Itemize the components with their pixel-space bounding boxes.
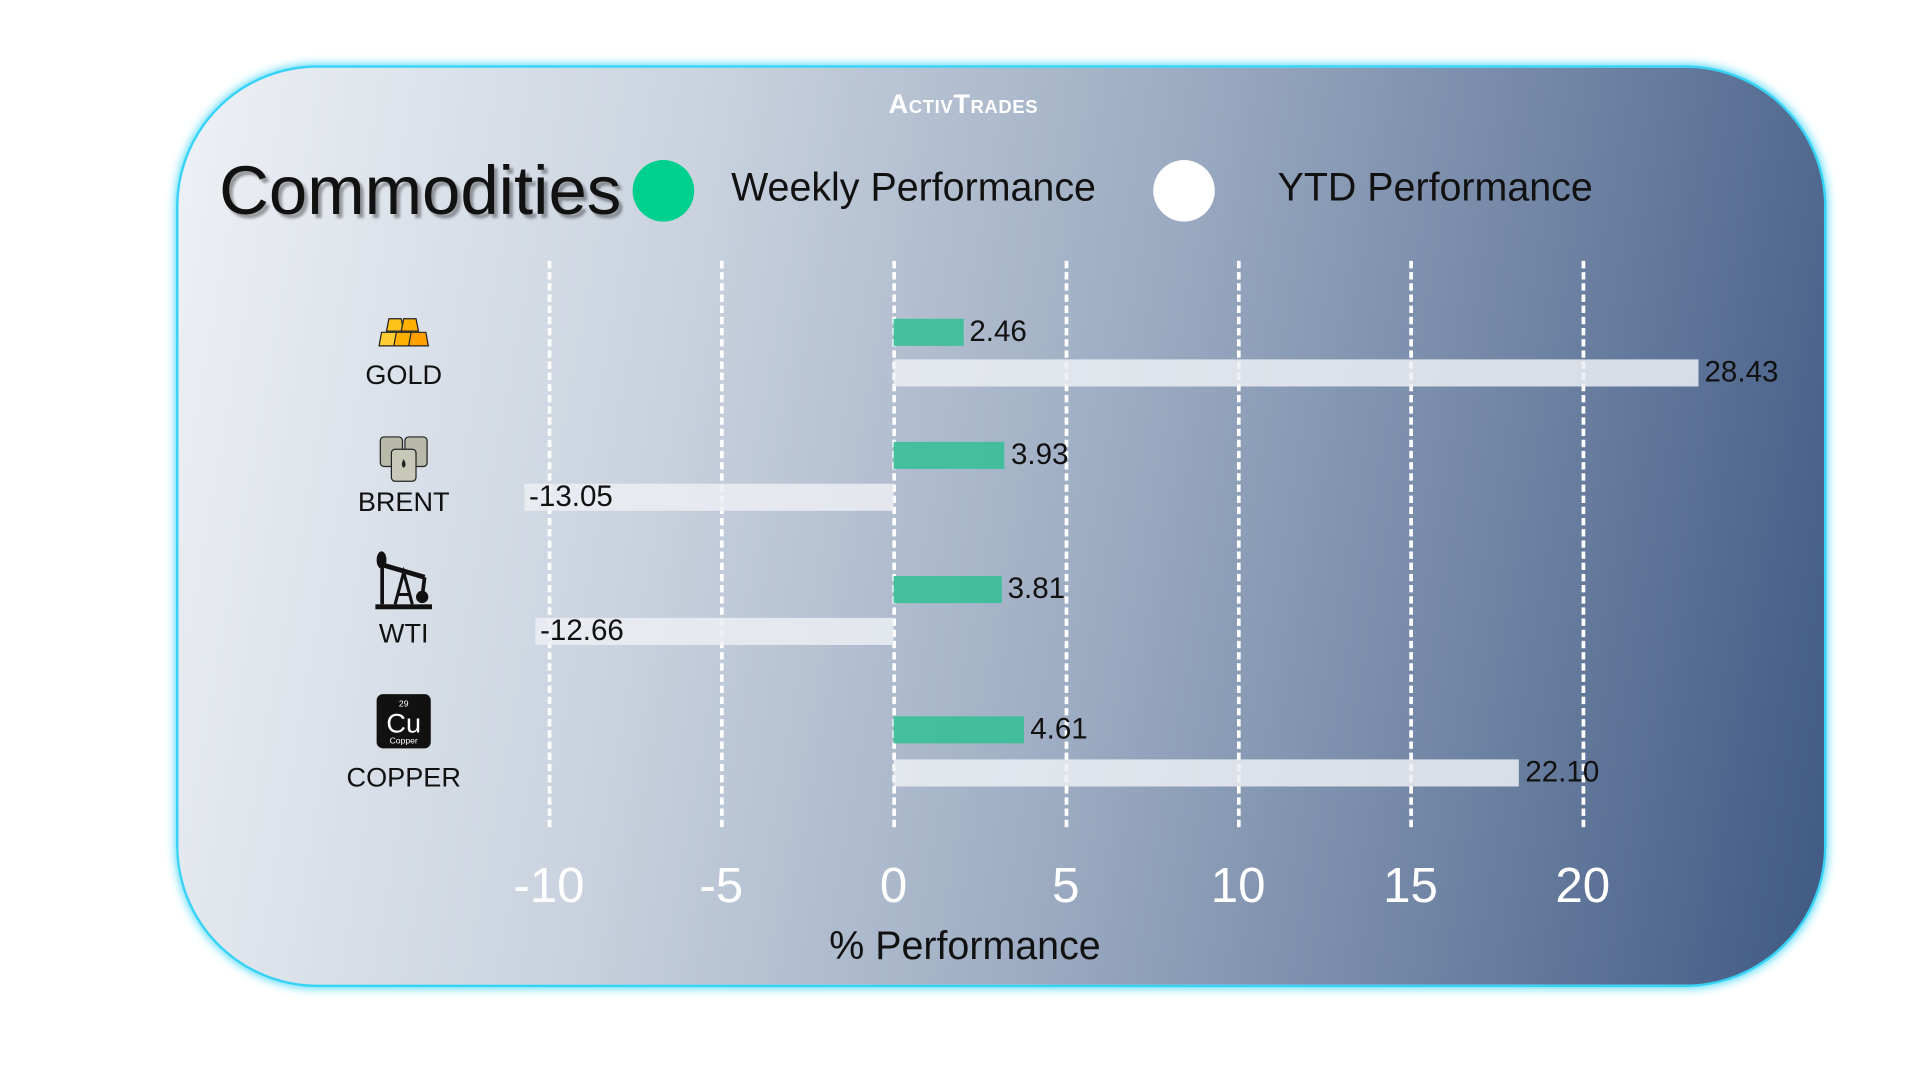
chart-card bbox=[176, 65, 1827, 988]
gridline bbox=[547, 260, 552, 828]
x-tick-label: 15 bbox=[1383, 859, 1438, 914]
x-tick-label: 20 bbox=[1555, 859, 1611, 914]
svg-text:Copper: Copper bbox=[390, 735, 418, 745]
ytd-value-label: 28.43 bbox=[1704, 355, 1779, 389]
category-label: COPPER bbox=[346, 761, 461, 793]
weekly-value-label: 4.61 bbox=[1030, 712, 1088, 746]
weekly-value-label: 3.93 bbox=[1010, 438, 1069, 472]
legend-weekly-label: Weekly Performance bbox=[731, 164, 1096, 210]
x-tick-label: 0 bbox=[879, 859, 908, 914]
gold-bars-icon bbox=[377, 316, 431, 354]
weekly-bar-wti bbox=[893, 576, 1002, 604]
category-label: WTI bbox=[378, 617, 429, 649]
x-tick-label: -10 bbox=[513, 859, 585, 914]
x-axis-label: % Performance bbox=[829, 923, 1101, 968]
gridline bbox=[892, 260, 897, 828]
gridline bbox=[1064, 260, 1069, 828]
ytd-value-label: -13.05 bbox=[529, 480, 613, 514]
legend-weekly-swatch bbox=[632, 160, 695, 222]
category-label: GOLD bbox=[365, 359, 443, 391]
gridline bbox=[1409, 260, 1413, 828]
weekly-bar-copper bbox=[893, 716, 1025, 744]
oil-pumpjack-icon bbox=[373, 550, 435, 618]
legend-ytd-swatch bbox=[1153, 160, 1215, 222]
gridline bbox=[1581, 260, 1586, 828]
weekly-bar-gold bbox=[893, 318, 964, 346]
activtrades-logo: ActivTrades bbox=[888, 88, 1039, 120]
ytd-bar-wti bbox=[535, 617, 894, 645]
weekly-value-label: 3.81 bbox=[1007, 572, 1066, 606]
x-tick-label: 5 bbox=[1052, 859, 1080, 914]
category-label: BRENT bbox=[357, 486, 450, 517]
legend-ytd-label: YTD Performance bbox=[1277, 164, 1593, 210]
svg-text:29: 29 bbox=[399, 698, 409, 708]
oil-barrels-icon bbox=[377, 434, 431, 489]
ytd-value-label: -12.66 bbox=[540, 614, 624, 648]
gridline bbox=[1236, 260, 1241, 828]
ytd-value-label: 22.10 bbox=[1525, 755, 1600, 789]
ytd-bar-copper bbox=[893, 759, 1520, 787]
x-tick-label: -5 bbox=[699, 859, 744, 914]
weekly-value-label: 2.46 bbox=[969, 315, 1027, 349]
x-tick-label: 10 bbox=[1210, 859, 1266, 914]
ytd-bar-brent bbox=[524, 483, 894, 511]
svg-text:Cu: Cu bbox=[386, 707, 421, 738]
ytd-bar-gold bbox=[893, 359, 1699, 387]
copper-element-icon: 29 Cu Copper bbox=[375, 693, 432, 756]
weekly-bar-brent bbox=[893, 441, 1005, 469]
chart-title: Commodities bbox=[219, 151, 622, 229]
gridline bbox=[720, 260, 724, 828]
